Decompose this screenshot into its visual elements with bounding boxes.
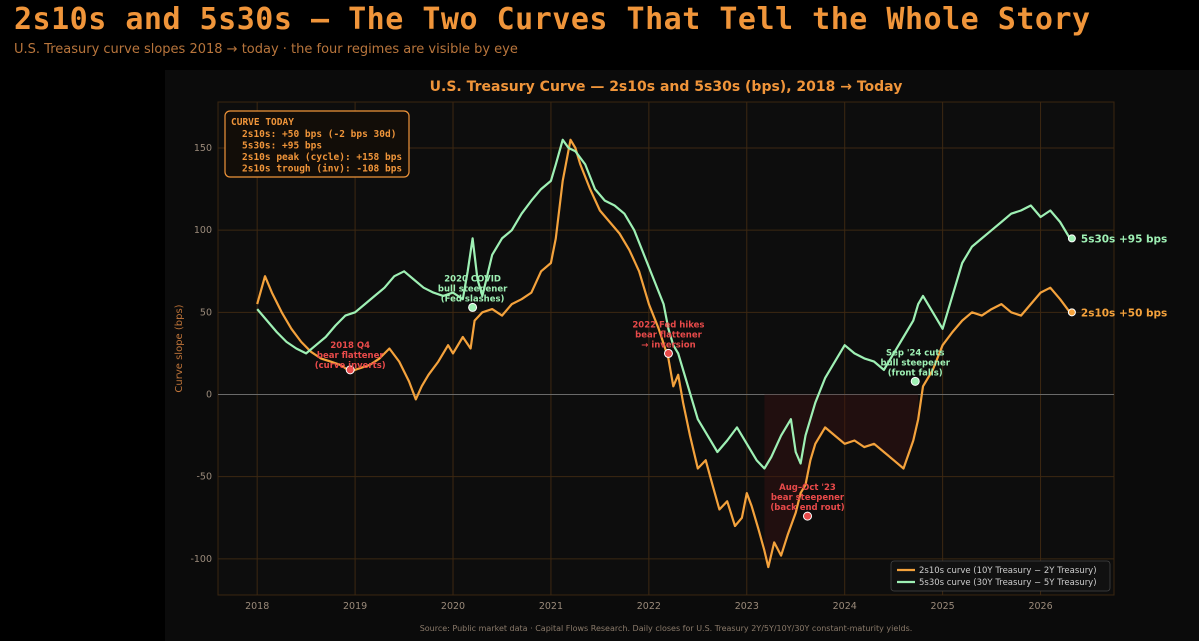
curve-today-line: 5s30s: +95 bps [242, 141, 322, 152]
annotation-label: → inversion [641, 340, 695, 350]
y-tick-label: 50 [200, 307, 212, 318]
annotation-label: 2020 COVID [444, 274, 501, 284]
y-tick-label: 150 [194, 143, 212, 154]
chart-title: U.S. Treasury Curve — 2s10s and 5s30s (b… [430, 79, 903, 95]
legend [890, 560, 1111, 592]
annotation-marker [802, 511, 812, 521]
annotation-label: 2022 Fed hikes [632, 320, 704, 330]
y-tick-label: 0 [206, 390, 212, 401]
x-tick-label: 2022 [637, 601, 661, 612]
curve-today-line: 2s10s: +50 bps (-2 bps 30d) [242, 129, 396, 140]
annotation-label: bear steepener [771, 493, 845, 503]
annotation-label: 2018 Q4 [330, 341, 370, 351]
x-tick-label: 2024 [833, 601, 857, 612]
annotation-label: bear flattener [635, 330, 702, 340]
curve-today-line: 2s10s trough (inv): -108 bps [242, 164, 402, 175]
annotation-label: bear flattener [317, 351, 384, 361]
y-axis-label: Curve slope (bps) [174, 304, 185, 392]
legend-entry: 5s30s curve (30Y Treasury − 5Y Treasury) [919, 578, 1097, 588]
treasury-curve-chart: U.S. Treasury Curve — 2s10s and 5s30s (b… [174, 79, 1167, 633]
annotation-label: bull steepener [880, 358, 950, 368]
x-tick-label: 2019 [343, 601, 367, 612]
chart-panel: U.S. Treasury Curve — 2s10s and 5s30s (b… [165, 70, 1199, 641]
annotation-label: bull steepener [438, 284, 508, 294]
end-marker-5s30s [1067, 234, 1076, 243]
source-note: Source: Public market data · Capital Flo… [420, 624, 913, 633]
annotation-label: (curve inverts) [315, 361, 386, 371]
page-title: 2s10s and 5s30s — The Two Curves That Te… [14, 2, 1091, 37]
y-tick-label: -50 [196, 472, 212, 483]
curve-today-heading: CURVE TODAY [231, 117, 294, 128]
x-tick-label: 2025 [931, 601, 955, 612]
x-tick-label: 2020 [441, 601, 465, 612]
annotation-marker [468, 302, 478, 312]
legend-entry: 2s10s curve (10Y Treasury − 2Y Treasury) [919, 566, 1097, 576]
x-tick-label: 2026 [1028, 601, 1052, 612]
end-label-5s30s: 5s30s +95 bps [1081, 233, 1167, 245]
end-marker-2s10s [1067, 308, 1076, 317]
annotation-marker [910, 376, 920, 386]
page-subtitle: U.S. Treasury curve slopes 2018 → today … [14, 42, 518, 57]
series-line-2s10s [256, 138, 1071, 569]
y-tick-label: -100 [190, 554, 212, 565]
y-tick-label: 100 [194, 225, 212, 236]
inversion-shading [764, 394, 919, 568]
annotation-label: (front falls) [888, 368, 943, 378]
annotation-marker [345, 365, 355, 375]
annotation-label: (Fed slashes) [441, 294, 505, 304]
x-tick-label: 2021 [539, 601, 563, 612]
annotation-label: (back end rout) [770, 503, 844, 513]
annotation-label: Aug–Oct '23 [779, 483, 836, 493]
end-label-2s10s: 2s10s +50 bps [1081, 307, 1167, 319]
x-tick-label: 2018 [245, 601, 269, 612]
curve-today-line: 2s10s peak (cycle): +158 bps [242, 152, 402, 163]
annotation-marker [663, 348, 673, 358]
x-tick-label: 2023 [735, 601, 759, 612]
series-line-5s30s [256, 138, 1071, 470]
curve-today-box [224, 110, 410, 178]
annotation-label: Sep '24 cuts [886, 348, 945, 358]
